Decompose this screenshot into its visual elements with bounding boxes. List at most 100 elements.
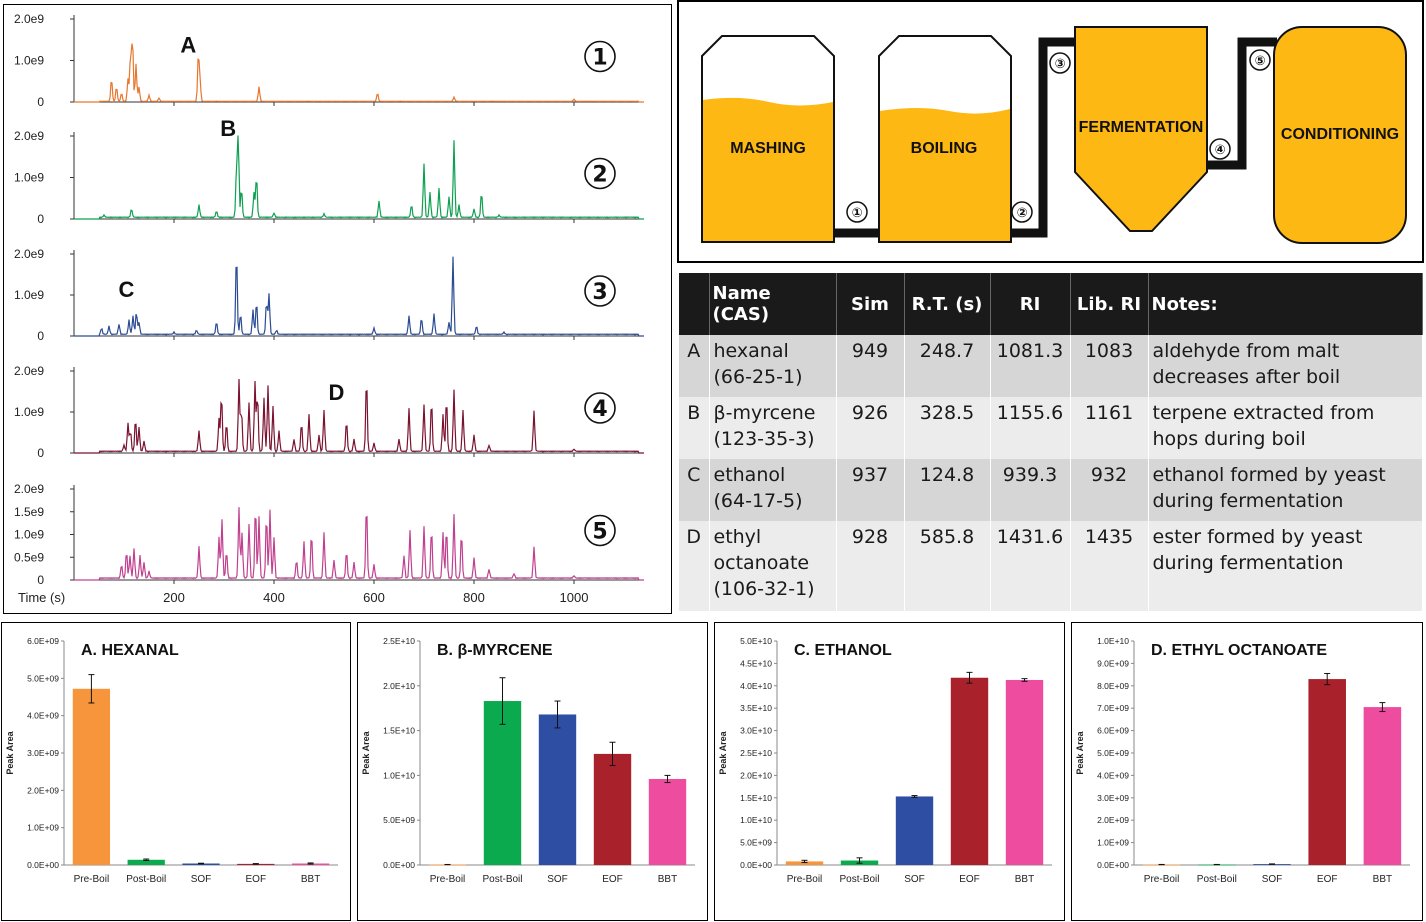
step-badge-number: 4 [592, 397, 607, 422]
y-tick-label: 1.0e9 [14, 288, 44, 302]
step-badge-number: 3 [592, 280, 607, 305]
y-tick-label: 5.0E+09 [27, 673, 59, 683]
step-badge-number: 2 [592, 163, 607, 188]
row-rt: 585.8 [904, 521, 991, 611]
y-tick-label: 2.0E+10 [383, 681, 415, 691]
peak-label: A [180, 32, 196, 57]
y-tick-label: 4.0E+10 [740, 681, 772, 691]
brewing-process-diagram: MASHING BOILING FERMENTATION CONDITIONING ① ②… [701, 26, 1407, 244]
row-rt: 248.7 [904, 335, 991, 398]
y-tick-label: 1.0e9 [14, 54, 44, 68]
bar-chart-svg: B. β-MYRCENE Peak Area 0.0E+00 5.0E+09 1.0E+… [361, 636, 695, 885]
y-tick-label: 2.5E+10 [740, 748, 772, 758]
chromatogram-stack: 2.0e91.0e901A2.0e91.0e902B2.0e91.0e903C2… [14, 12, 644, 605]
step-fermentation: FERMENTATION [1079, 119, 1204, 136]
row-name: ethanol (64-17-5) [709, 459, 837, 522]
bar-eof [950, 677, 989, 865]
x-tick-label: 800 [463, 590, 485, 605]
table-header-rt: R.T. (s) [904, 273, 991, 335]
bar-chart-hexanal: A. HEXANAL Peak Area 0.0E+00 1.0E+09 2.0E+09… [1, 622, 351, 921]
bar-pre-boil [785, 861, 824, 865]
row-sim: 928 [836, 521, 905, 611]
x-tick-label: SOF [547, 874, 568, 885]
step-badge-ring [584, 275, 616, 307]
y-tick-label: 4.0E+09 [27, 711, 59, 721]
table-row: B β-myrcene (123-35-3) 926 328.5 1155.6 1… [679, 397, 1423, 460]
row-notes: aldehyde from malt decreases after boil [1148, 335, 1423, 398]
bar-chart-svg: D. ETHYL OCTANOATE Peak Area 0.0E+00 1.0E+0… [1075, 636, 1410, 885]
row-name: β-myrcene (123-35-3) [709, 397, 837, 460]
y-tick-label: 1.0E+10 [740, 815, 772, 825]
y-tick-label: 5.0E+09 [1097, 748, 1129, 758]
y-tick-label: 1.5E+10 [740, 793, 772, 803]
y-tick-label: 1.0e9 [14, 405, 44, 419]
y-tick-label: 1.5E+10 [383, 726, 415, 736]
table-header-lib-ri: Lib. RI [1070, 273, 1149, 335]
chromatogram-trace-3: 2.0e9 1.0e9 0 3 C [14, 247, 644, 343]
row-rt: 124.8 [904, 459, 991, 522]
bar-chart-ethanol: C. ETHANOL Peak Area 0.0E+00 5.0E+09 1.0E+10… [714, 622, 1065, 921]
y-tick-label: 2.0E+10 [740, 770, 772, 780]
chromatogram-trace-4: 2.0e9 1.0e9 0 4 D [14, 364, 644, 460]
connector-badge-ring [1249, 49, 1271, 71]
bar-sof [538, 714, 577, 865]
bar-eof [1308, 679, 1346, 865]
chromatogram-trace-1: 2.0e9 1.0e9 0 1 A [14, 12, 644, 109]
y-tick-label: 1.5e9 [14, 505, 44, 519]
y-tick-label: 2.5E+10 [383, 636, 415, 646]
y-tick-label: 0.0E+00 [740, 860, 772, 870]
table-header-name: Name (CAS) [709, 273, 837, 335]
x-tick-label: 200 [163, 590, 185, 605]
row-name: ethyl octanoate (106-32-1) [709, 521, 837, 611]
chromatogram-panel: 2.0e9 1.0e9 0 1 A 2.0e9 1.0e9 0 2 B 2.0e9 1.0e9 0 3 C 2… [3, 4, 672, 614]
connector-badge-ring [1011, 201, 1033, 223]
y-tick-label: 8.0E+09 [1097, 681, 1129, 691]
y-tick-label: 2.0e9 [14, 129, 44, 143]
y-tick-label: 3.0E+09 [1097, 793, 1129, 803]
y-tick-label: 1.0e9 [14, 171, 44, 185]
table-row: C ethanol (64-17-5) 937 124.8 939.3 932 e… [679, 459, 1423, 522]
connector-badge-5: ⑤ [1254, 54, 1265, 69]
y-tick-label: 1.0E+10 [383, 770, 415, 780]
x-tick-label: BBT [658, 874, 677, 885]
x-tick-label: Pre-Boil [787, 874, 823, 885]
y-axis-label: Peak Area [5, 730, 15, 774]
y-tick-label: 4.5E+10 [740, 658, 772, 668]
step-badge-ring [584, 392, 616, 424]
y-tick-label: 4.0E+09 [1097, 770, 1129, 780]
y-tick-label: 2.0e9 [14, 12, 44, 26]
peak-label: B [220, 116, 236, 141]
row-sim: 949 [836, 335, 905, 398]
y-tick-label: 5.0E+09 [740, 838, 772, 848]
row-sim: 926 [836, 397, 905, 460]
x-tick-label: 400 [263, 590, 285, 605]
row-rt: 328.5 [904, 397, 991, 460]
y-tick-label: 7.0E+09 [1097, 703, 1129, 713]
y-tick-label: 0.0E+00 [1097, 860, 1129, 870]
step-conditioning: CONDITIONING [1281, 126, 1399, 143]
y-tick-label: 0 [37, 329, 44, 343]
y-tick-label: 2.0e9 [14, 364, 44, 378]
trace-line [74, 43, 644, 103]
bar-eof [593, 753, 632, 865]
mashing-liquid [703, 97, 833, 242]
row-notes: ester formed by yeast during fermentation [1148, 521, 1423, 611]
y-tick-label: 3.0E+09 [27, 748, 59, 758]
bar-chart-ethyl-octanoate: D. ETHYL OCTANOATE Peak Area 0.0E+00 1.0E+0… [1071, 622, 1423, 921]
y-tick-label: 6.0E+09 [27, 636, 59, 646]
y-tick-label: 1.0E+09 [1097, 838, 1129, 848]
y-tick-label: 0.5e9 [14, 550, 44, 564]
row-key: D [679, 521, 710, 611]
bar-bbt [1363, 707, 1402, 865]
bar-chart-myrcene: B. β-MYRCENE Peak Area 0.0E+00 5.0E+09 1.0E+… [357, 622, 708, 921]
table-header-notes: Notes: [1148, 273, 1423, 335]
y-tick-label: 3.5E+10 [740, 703, 772, 713]
y-tick-label: 5.0E+10 [740, 636, 772, 646]
trace-line [74, 135, 644, 220]
chromatogram-trace-5: 2.0e9 1.5e9 1.0e9 0.5e9 0 5 [14, 482, 644, 587]
chart-title: D. ETHYL OCTANOATE [1151, 642, 1327, 659]
x-axis-label: Time (s) [18, 590, 65, 605]
row-name: hexanal (66-25-1) [709, 335, 837, 398]
row-key: A [679, 335, 710, 398]
step-badge-number: 5 [592, 520, 607, 545]
